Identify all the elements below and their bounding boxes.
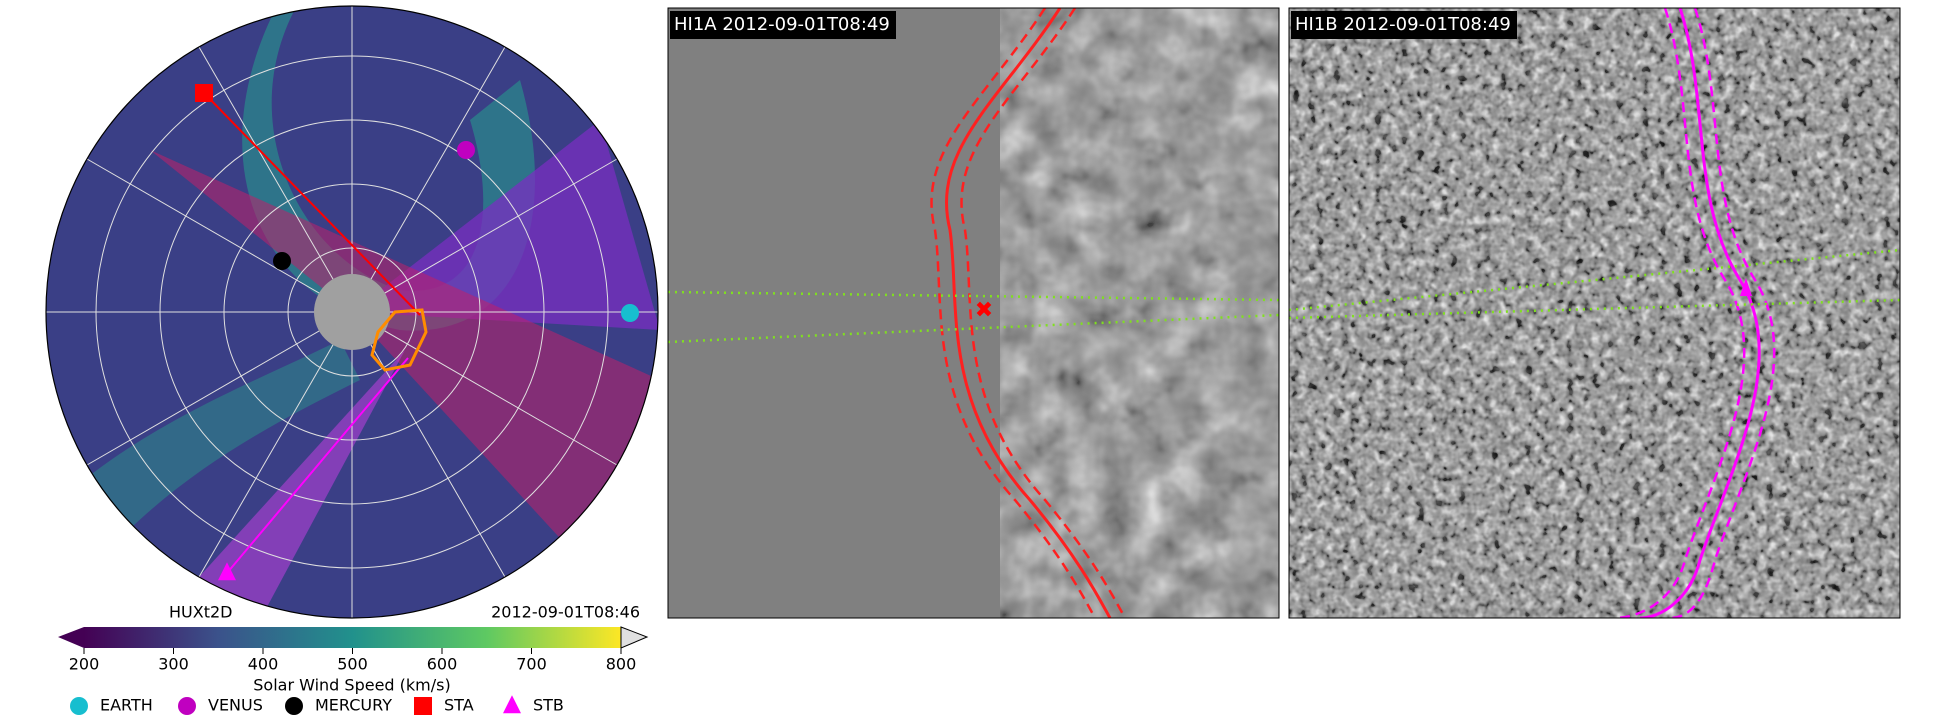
sta-line — [203, 92, 421, 316]
image-label: HI1A 2012-09-01T08:49 — [674, 14, 890, 35]
model-label: HUXt2D — [169, 603, 232, 622]
image-hi1b — [1289, 8, 1900, 618]
colorbar-tick-label: 200 — [69, 655, 100, 674]
colorbar-tick-label: 700 — [516, 655, 547, 674]
image-frame — [1288, 7, 1901, 619]
marker — [621, 304, 639, 322]
marker — [457, 141, 475, 159]
image-frame — [667, 7, 1280, 619]
marker — [414, 697, 432, 715]
colorbar-tick-label: 300 — [158, 655, 189, 674]
image-label-bg — [670, 11, 896, 39]
stb-line — [226, 357, 409, 574]
marker — [273, 252, 291, 270]
marker — [218, 562, 236, 581]
model-time: 2012-09-01T08:46 — [491, 603, 640, 622]
colorbar-tick-label: 600 — [427, 655, 458, 674]
marker — [285, 697, 303, 715]
colorbar-tick-label: 400 — [248, 655, 279, 674]
legend-label: MERCURY — [315, 696, 392, 715]
colorbar — [84, 627, 621, 648]
colorbar-extend — [620, 626, 649, 649]
sun — [314, 274, 390, 350]
colorbar-tick-label: 800 — [606, 655, 637, 674]
image-hi1a: ✖ — [668, 8, 1279, 618]
colorbar-extend — [58, 627, 84, 648]
svg-text:✖: ✖ — [975, 298, 993, 323]
legend-label: STB — [533, 696, 564, 715]
image-label-bg — [1291, 11, 1517, 39]
marker — [195, 84, 213, 102]
marker — [70, 697, 88, 715]
polar-frame — [45, 5, 659, 619]
colorbar-label: Solar Wind Speed (km/s) — [253, 676, 450, 695]
legend-label: EARTH — [100, 696, 153, 715]
colorbar-tick-label: 500 — [337, 655, 368, 674]
cme-front — [370, 308, 428, 372]
marker — [503, 695, 521, 714]
marker — [178, 697, 196, 715]
legend-label: VENUS — [208, 696, 263, 715]
legend-label: STA — [444, 696, 474, 715]
image-label: HI1B 2012-09-01T08:49 — [1295, 14, 1511, 35]
